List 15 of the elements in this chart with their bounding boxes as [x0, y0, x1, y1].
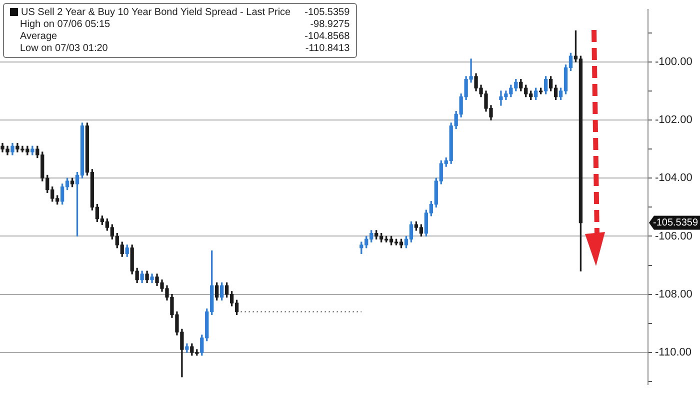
- annotation: -98.9275: [309, 19, 350, 30]
- annotation: Average: [19, 31, 58, 42]
- annotation: High on 07/06 05:15: [19, 19, 112, 30]
- annotation: -104.8568: [304, 31, 350, 42]
- y-tick-label: -110.00: [655, 346, 692, 358]
- y-tick-label: -104.00: [655, 172, 692, 184]
- chart-title: US Sell 2 Year & Buy 10 Year Bond Yield Spread - Last Price: [20, 7, 291, 18]
- annotation: -105.5359: [304, 7, 350, 18]
- annotation: Low on 07/03 01:20: [19, 43, 109, 54]
- annotation: -110.8413: [304, 43, 350, 54]
- y-tick-label: -108.00: [655, 288, 692, 300]
- text: -105.5359: [653, 217, 698, 228]
- y-tick-label: -102.00: [655, 114, 692, 126]
- y-tick-label: -106.00: [655, 230, 692, 242]
- y-tick-label: -100.00: [655, 56, 692, 68]
